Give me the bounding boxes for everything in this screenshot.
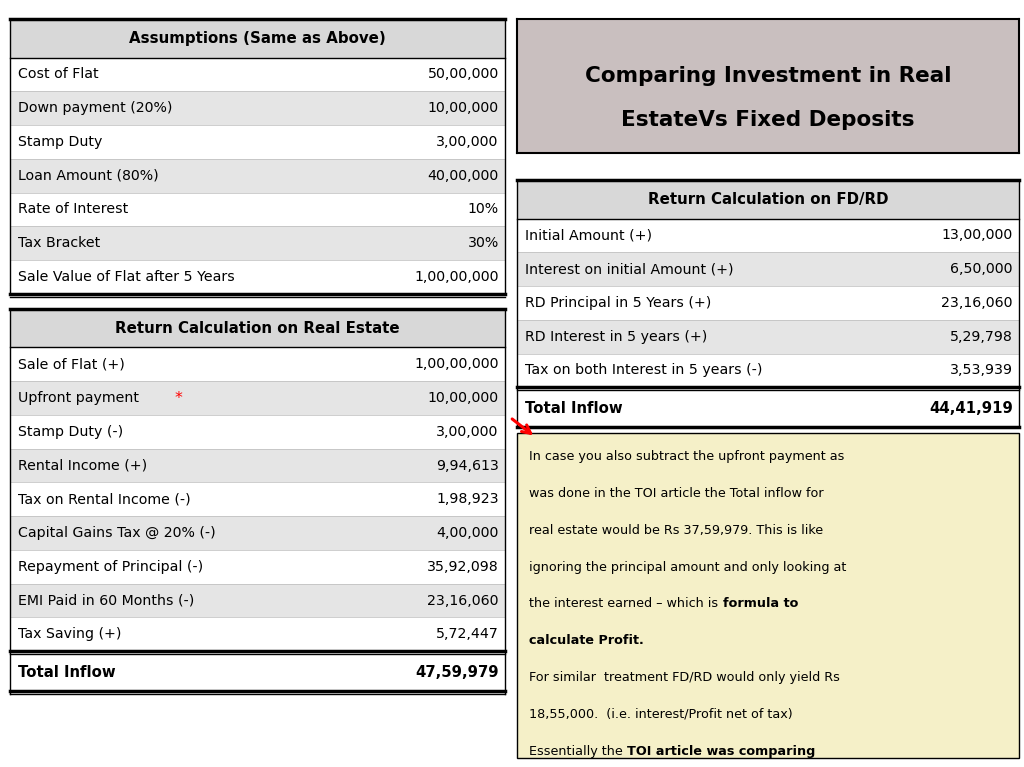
Bar [10, 482, 505, 516]
Text: EstateVs Fixed Deposits: EstateVs Fixed Deposits [622, 110, 914, 130]
Text: 5,29,798: 5,29,798 [950, 330, 1013, 344]
Bar [10, 550, 505, 584]
Text: calculate Profit.: calculate Profit. [529, 634, 644, 647]
Text: Down payment (20%): Down payment (20%) [18, 101, 173, 115]
Text: Sale Value of Flat after 5 Years: Sale Value of Flat after 5 Years [18, 270, 236, 284]
Bar [517, 219, 1019, 252]
Text: 3,53,939: 3,53,939 [949, 364, 1013, 377]
Bar [10, 226, 505, 260]
Bar [10, 617, 505, 651]
Text: 35,92,098: 35,92,098 [427, 560, 499, 574]
Text: 23,16,060: 23,16,060 [427, 594, 499, 607]
Text: was done in the TOI article the Total inflow for: was done in the TOI article the Total in… [529, 487, 824, 500]
Text: Return Calculation on FD/RD: Return Calculation on FD/RD [648, 192, 888, 207]
Text: ignoring the principal amount and only looking at: ignoring the principal amount and only l… [529, 561, 847, 574]
Bar [10, 58, 505, 91]
Text: Sale of Flat (+): Sale of Flat (+) [18, 357, 125, 371]
Text: Rental Income (+): Rental Income (+) [18, 459, 147, 472]
Bar [10, 415, 505, 449]
Text: Tax Saving (+): Tax Saving (+) [18, 627, 122, 641]
Bar [10, 159, 505, 193]
Bar [10, 19, 505, 58]
Bar [10, 91, 505, 125]
Text: Initial Amount (+): Initial Amount (+) [525, 229, 652, 242]
Text: In case you also subtract the upfront payment as: In case you also subtract the upfront pa… [529, 450, 845, 463]
Text: Comparing Investment in Real: Comparing Investment in Real [585, 65, 951, 86]
Text: Essentially the: Essentially the [529, 745, 627, 758]
Text: 6,50,000: 6,50,000 [950, 262, 1013, 276]
Bar [10, 381, 505, 415]
Text: 1,00,00,000: 1,00,00,000 [414, 357, 499, 371]
Text: Tax on Rental Income (-): Tax on Rental Income (-) [18, 492, 191, 506]
Text: 13,00,000: 13,00,000 [941, 229, 1013, 242]
Text: Tax Bracket: Tax Bracket [18, 236, 100, 250]
Text: For similar  treatment FD/RD would only yield Rs: For similar treatment FD/RD would only y… [529, 671, 841, 684]
Text: Repayment of Principal (-): Repayment of Principal (-) [18, 560, 204, 574]
Text: Total Inflow: Total Inflow [525, 401, 623, 416]
Text: 23,16,060: 23,16,060 [941, 296, 1013, 310]
Text: Rate of Interest: Rate of Interest [18, 202, 129, 216]
Text: RD Principal in 5 Years (+): RD Principal in 5 Years (+) [525, 296, 712, 310]
Text: formula to: formula to [723, 597, 798, 611]
Text: 47,59,979: 47,59,979 [415, 665, 499, 680]
Text: 10,00,000: 10,00,000 [428, 391, 499, 405]
Text: the interest earned – which is: the interest earned – which is [529, 597, 723, 611]
Text: *: * [174, 390, 182, 406]
Bar [517, 354, 1019, 387]
Text: 5,72,447: 5,72,447 [436, 627, 499, 641]
Bar [517, 180, 1019, 219]
Bar [10, 309, 505, 347]
Text: Total Inflow: Total Inflow [18, 665, 116, 680]
Text: Loan Amount (80%): Loan Amount (80%) [18, 169, 159, 183]
Text: 9,94,613: 9,94,613 [436, 459, 499, 472]
Text: 3,00,000: 3,00,000 [436, 135, 499, 149]
Text: 50,00,000: 50,00,000 [427, 67, 499, 81]
Text: 4,00,000: 4,00,000 [436, 526, 499, 540]
Text: 1,98,923: 1,98,923 [436, 492, 499, 506]
Text: Stamp Duty (-): Stamp Duty (-) [18, 425, 124, 439]
Bar [517, 390, 1019, 427]
Text: Capital Gains Tax @ 20% (-): Capital Gains Tax @ 20% (-) [18, 526, 216, 540]
Text: Stamp Duty: Stamp Duty [18, 135, 102, 149]
Text: Interest on initial Amount (+): Interest on initial Amount (+) [525, 262, 734, 276]
Bar [517, 320, 1019, 354]
Bar [517, 433, 1019, 758]
Bar [10, 260, 505, 294]
Text: 40,00,000: 40,00,000 [427, 169, 499, 183]
Text: TOI article was comparing: TOI article was comparing [627, 745, 815, 758]
Text: 30%: 30% [467, 236, 499, 250]
Bar [10, 449, 505, 482]
Text: 44,41,919: 44,41,919 [929, 401, 1013, 416]
Text: real estate would be Rs 37,59,979. This is like: real estate would be Rs 37,59,979. This … [529, 524, 823, 537]
Text: Tax on both Interest in 5 years (-): Tax on both Interest in 5 years (-) [525, 364, 763, 377]
Bar [517, 252, 1019, 286]
Bar [10, 125, 505, 159]
Text: 10%: 10% [468, 202, 499, 216]
Bar [10, 654, 505, 691]
Bar [10, 347, 505, 381]
Text: Return Calculation on Real Estate: Return Calculation on Real Estate [116, 321, 399, 336]
Bar [517, 19, 1019, 153]
Bar [10, 516, 505, 550]
Bar [10, 193, 505, 226]
Text: 10,00,000: 10,00,000 [428, 101, 499, 115]
Text: RD Interest in 5 years (+): RD Interest in 5 years (+) [525, 330, 708, 344]
Text: 18,55,000.  (i.e. interest/Profit net of tax): 18,55,000. (i.e. interest/Profit net of … [529, 708, 793, 721]
Bar [517, 286, 1019, 320]
Text: Upfront payment: Upfront payment [18, 391, 144, 405]
Text: Assumptions (Same as Above): Assumptions (Same as Above) [129, 31, 386, 46]
Bar [10, 584, 505, 617]
Text: Cost of Flat: Cost of Flat [18, 67, 99, 81]
Text: EMI Paid in 60 Months (-): EMI Paid in 60 Months (-) [18, 594, 195, 607]
Text: 3,00,000: 3,00,000 [436, 425, 499, 439]
Text: 1,00,00,000: 1,00,00,000 [414, 270, 499, 284]
